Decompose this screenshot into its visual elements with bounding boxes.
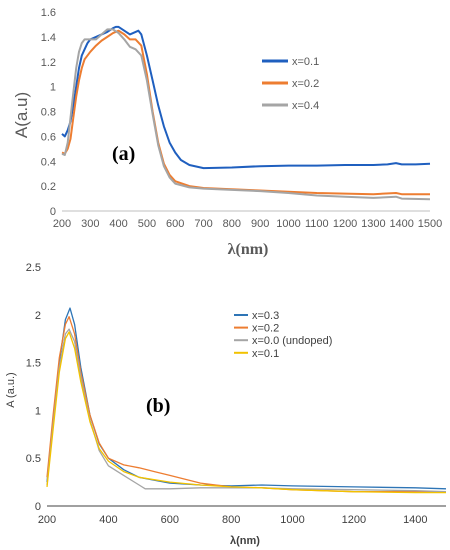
chart-a-axes: 200 300 400 500 600 700 800 900 1000 1100 1200 1300… xyxy=(41,7,443,230)
chart-b-x-axis-label: λ(nm) xyxy=(230,535,260,547)
y-tick-label: 2.5 xyxy=(26,262,41,274)
x-tick-label: 400 xyxy=(109,218,127,230)
legend-label-1: x=0.2 xyxy=(292,78,319,90)
chart-a-panel-label: (a) xyxy=(112,143,135,165)
x-tick-label: 1100 xyxy=(305,218,329,230)
chart-a-series-group xyxy=(61,25,431,201)
x-tick-label: 300 xyxy=(81,218,99,230)
chart-a-x-axis-label: λ(nm) xyxy=(228,241,269,258)
x-tick-label: 200 xyxy=(53,218,71,230)
legend-label-3: x=0.1 xyxy=(252,348,279,360)
y-tick-label: 1 xyxy=(50,82,56,94)
series-line-3 xyxy=(46,331,446,494)
y-tick-label: 0.5 xyxy=(26,453,41,465)
series-line-1 xyxy=(46,316,446,493)
y-tick-label: 0.2 xyxy=(41,181,56,193)
y-tick-label: 0.4 xyxy=(41,156,56,168)
y-tick-label: 1.6 xyxy=(41,7,56,19)
series-line-2 xyxy=(61,28,431,201)
chart-a-y-axis-label: A(a.u) xyxy=(12,92,31,138)
chart-panel-a: A(a.u) λ(nm) (a) 200 300 400 500 600 700 800 90… xyxy=(12,7,442,258)
series-line-0 xyxy=(61,25,431,170)
x-tick-label: 1000 xyxy=(276,218,300,230)
chart-b-axes: 200 400 600 800 1000 1200 1400 0 0.5 1 1.5 2 2.5 xyxy=(26,262,446,526)
x-tick-label: 600 xyxy=(166,218,184,230)
x-tick-label: 1400 xyxy=(403,514,427,526)
x-tick-label: 400 xyxy=(99,514,117,526)
y-tick-label: 0.8 xyxy=(41,107,56,119)
y-tick-label: 0 xyxy=(35,501,41,513)
x-tick-label: 1200 xyxy=(342,514,366,526)
y-tick-label: 1 xyxy=(35,405,41,417)
x-tick-label: 700 xyxy=(194,218,212,230)
legend-label-0: x=0.3 xyxy=(252,310,279,322)
chart-panel-b: A (a.u.) λ(nm) (b) 200 400 600 800 1000 1200 1… xyxy=(5,262,447,547)
legend-label-2: x=0.4 xyxy=(292,100,319,112)
chart-b-legend: x=0.3x=0.2x=0.0 (undoped)x=0.1 xyxy=(234,310,332,360)
x-tick-label: 800 xyxy=(222,514,240,526)
legend-label-2: x=0.0 (undoped) xyxy=(252,335,332,347)
x-tick-label: 200 xyxy=(38,514,56,526)
chart-b-series-group xyxy=(46,307,447,494)
y-tick-label: 0 xyxy=(50,206,56,218)
x-tick-label: 500 xyxy=(138,218,156,230)
chart-b-y-axis-label: A (a.u.) xyxy=(5,372,17,407)
x-tick-label: 1200 xyxy=(333,218,357,230)
y-tick-label: 1.5 xyxy=(26,358,41,370)
legend-label-1: x=0.2 xyxy=(252,323,279,335)
x-tick-label: 1400 xyxy=(389,218,413,230)
y-tick-label: 1.4 xyxy=(41,32,56,44)
x-tick-label: 900 xyxy=(251,218,269,230)
x-tick-label: 800 xyxy=(223,218,241,230)
y-tick-label: 0.6 xyxy=(41,131,56,143)
x-tick-label: 1500 xyxy=(418,218,442,230)
x-tick-label: 1300 xyxy=(361,218,385,230)
series-line-0 xyxy=(46,307,447,490)
y-tick-label: 1.2 xyxy=(41,57,56,69)
chart-b-panel-label: (b) xyxy=(146,395,170,417)
x-tick-label: 600 xyxy=(161,514,179,526)
x-tick-label: 1000 xyxy=(280,514,304,526)
y-tick-label: 2 xyxy=(35,310,41,322)
series-line-1 xyxy=(61,29,430,196)
legend-label-0: x=0.1 xyxy=(292,56,319,68)
chart-a-legend: x=0.1 x=0.2 x=0.4 xyxy=(262,56,319,112)
